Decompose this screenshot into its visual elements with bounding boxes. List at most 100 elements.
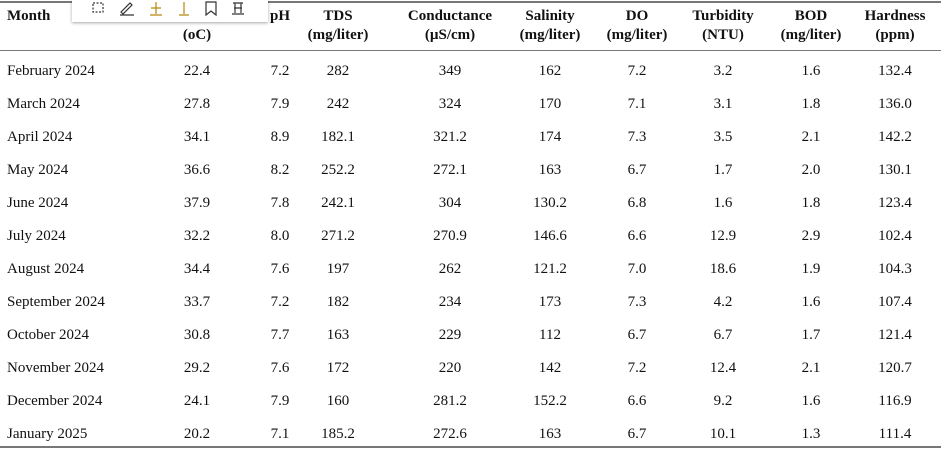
value-cell: 33.7	[183, 294, 211, 310]
value-cell: 130.1	[878, 162, 912, 178]
value-cell: 7.1	[627, 96, 647, 112]
value-cell: 6.8	[627, 195, 647, 211]
annotation-toolbar[interactable]	[72, 0, 268, 22]
value-cell: 112	[539, 327, 561, 343]
value-cell: 160	[326, 393, 350, 409]
value-cell: 116.9	[878, 393, 912, 409]
value-cell: 242	[326, 96, 350, 112]
value-cell: 185.2	[321, 426, 355, 442]
value-cell: 272.1	[433, 162, 467, 178]
value-cell: 8.2	[270, 162, 290, 178]
value-cell: 1.6	[713, 195, 733, 211]
value-cell: 10.1	[709, 426, 737, 442]
value-cell: 2.9	[801, 228, 821, 244]
value-cell: 7.6	[270, 261, 290, 277]
value-cell: 7.2	[270, 63, 290, 79]
value-cell: 182.1	[321, 129, 355, 145]
value-cell: 37.9	[183, 195, 211, 211]
header-unit: (NTU)	[702, 27, 744, 43]
value-cell: 2.1	[801, 129, 821, 145]
value-cell: 282	[326, 63, 350, 79]
text-icon[interactable]	[179, 2, 189, 16]
value-cell: 121.4	[878, 327, 912, 343]
value-cell: 304	[438, 195, 462, 211]
header-cell: Month	[7, 8, 51, 24]
header-unit: (mg/liter)	[780, 27, 842, 43]
value-cell: 142.2	[878, 129, 912, 145]
value-cell: 6.7	[627, 327, 647, 343]
month-cell: July 2024	[7, 228, 66, 244]
value-cell: 6.7	[627, 162, 647, 178]
value-cell: 7.7	[270, 327, 290, 343]
month-cell: October 2024	[7, 327, 90, 343]
month-cell: August 2024	[7, 261, 85, 277]
value-cell: 1.8	[801, 195, 821, 211]
value-cell: 152.2	[533, 393, 567, 409]
value-cell: 7.3	[627, 294, 647, 310]
value-cell: 349	[438, 63, 462, 79]
value-cell: 3.5	[713, 129, 733, 145]
month-cell: September 2024	[7, 294, 105, 310]
value-cell: 7.6	[270, 360, 290, 376]
value-cell: 6.7	[627, 426, 647, 442]
top-rule	[0, 1, 941, 3]
month-cell: December 2024	[7, 393, 103, 409]
value-cell: 170	[538, 96, 562, 112]
value-cell: 182	[326, 294, 350, 310]
value-cell: 1.6	[801, 393, 821, 409]
value-cell: 1.6	[801, 63, 821, 79]
value-cell: 8.9	[270, 129, 290, 145]
value-cell: 29.2	[183, 360, 211, 376]
select-icon[interactable]	[92, 2, 104, 13]
bookmark-icon[interactable]	[205, 1, 217, 17]
value-cell: 174	[538, 129, 562, 145]
value-cell: 163	[538, 426, 562, 442]
header-cell: Conductance	[407, 8, 493, 24]
pen-icon[interactable]	[120, 2, 134, 16]
value-cell: 321.2	[433, 129, 467, 145]
value-cell: 30.8	[183, 327, 211, 343]
value-cell: 7.2	[270, 294, 290, 310]
value-cell: 27.8	[183, 96, 211, 112]
value-cell: 252.2	[321, 162, 355, 178]
value-cell: 6.6	[627, 228, 647, 244]
value-cell: 173	[538, 294, 562, 310]
header-unit: (ppm)	[875, 27, 915, 43]
value-cell: 262	[438, 261, 462, 277]
value-cell: 111.4	[878, 426, 912, 442]
header-unit: (µS/cm)	[424, 27, 476, 43]
value-cell: 18.6	[709, 261, 737, 277]
value-cell: 3.2	[713, 63, 733, 79]
value-cell: 34.1	[183, 129, 211, 145]
month-cell: March 2024	[7, 96, 80, 112]
value-cell: 7.9	[270, 393, 290, 409]
value-cell: 6.6	[627, 393, 647, 409]
underline-icon[interactable]	[150, 2, 162, 16]
value-cell: 229	[438, 327, 462, 343]
value-cell: 3.1	[713, 96, 733, 112]
value-cell: 20.2	[183, 426, 211, 442]
header-rule	[0, 50, 941, 51]
value-cell: 7.1	[270, 426, 290, 442]
header-cell: Hardness	[864, 8, 926, 24]
value-cell: 234	[438, 294, 462, 310]
value-cell: 123.4	[878, 195, 912, 211]
value-cell: 22.4	[183, 63, 211, 79]
header-cell: BOD	[794, 8, 828, 24]
value-cell: 7.2	[627, 63, 647, 79]
value-cell: 172	[326, 360, 350, 376]
value-cell: 104.3	[878, 261, 912, 277]
value-cell: 1.9	[801, 261, 821, 277]
value-cell: 7.8	[270, 195, 290, 211]
value-cell: 281.2	[433, 393, 467, 409]
value-cell: 146.6	[533, 228, 567, 244]
header-cell: pH	[269, 8, 291, 24]
value-cell: 36.6	[183, 162, 211, 178]
value-cell: 6.7	[713, 327, 733, 343]
value-cell: 1.7	[801, 327, 821, 343]
note-icon[interactable]	[232, 2, 244, 15]
month-cell: January 2025	[7, 426, 88, 442]
value-cell: 120.7	[878, 360, 912, 376]
value-cell: 4.2	[713, 294, 733, 310]
value-cell: 163	[538, 162, 562, 178]
